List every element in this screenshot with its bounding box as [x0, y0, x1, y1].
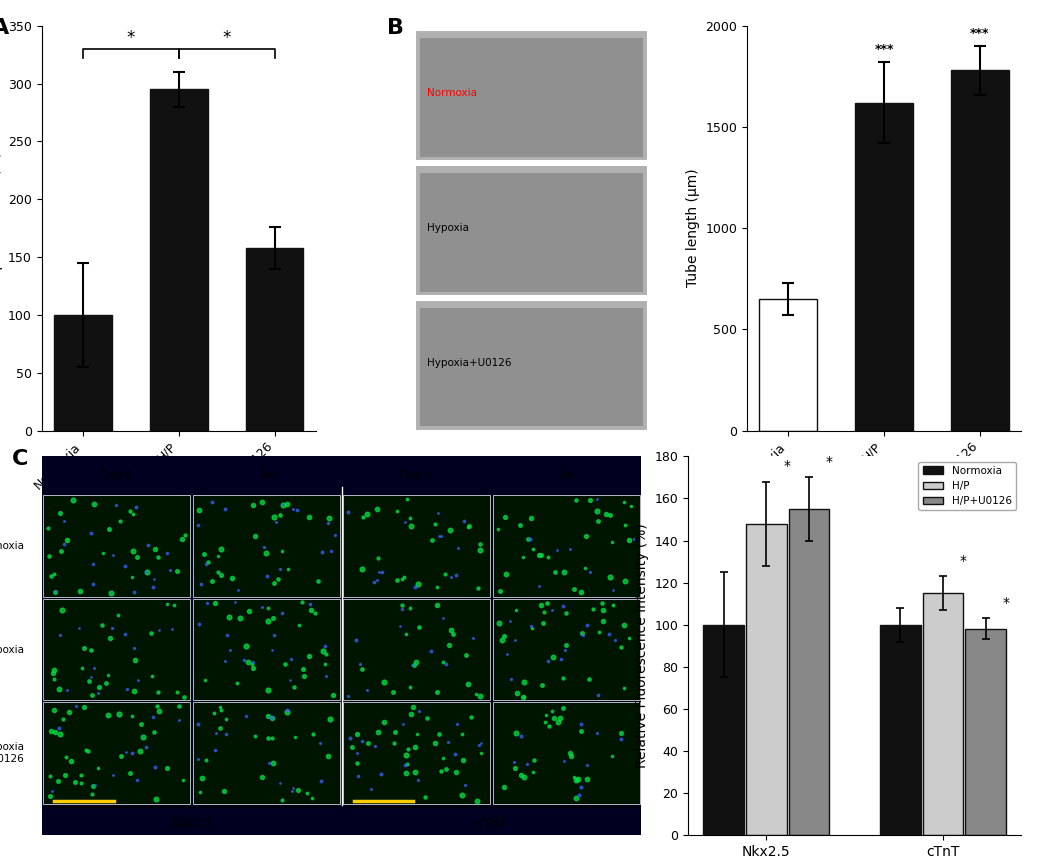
Text: *: *	[127, 28, 135, 46]
Bar	[703, 625, 744, 835]
Bar	[855, 102, 913, 430]
Bar	[415, 164, 648, 295]
Bar	[760, 299, 817, 430]
Text: 2w: 2w	[559, 470, 574, 480]
Bar	[493, 495, 640, 597]
Text: *: *	[826, 455, 833, 469]
Bar	[194, 495, 340, 597]
Bar	[44, 599, 190, 700]
Text: Day 0: Day 0	[400, 470, 432, 480]
Text: Hypoxia: Hypoxia	[0, 645, 24, 654]
Bar	[415, 300, 648, 430]
Text: Hypoxia
+ U0126: Hypoxia + U0126	[0, 742, 24, 764]
Y-axis label: c-kit positive cells (%): c-kit positive cells (%)	[0, 152, 2, 305]
Text: *: *	[784, 459, 790, 474]
Bar	[922, 593, 963, 835]
Bar	[789, 509, 829, 835]
Bar	[420, 173, 643, 292]
Bar	[951, 71, 1009, 430]
Text: A: A	[0, 18, 9, 38]
Text: *: *	[960, 554, 967, 568]
Bar	[879, 625, 920, 835]
Bar	[493, 599, 640, 700]
Bar	[343, 703, 490, 803]
Y-axis label: Relative Fluorescence Intensity (%): Relative Fluorescence Intensity (%)	[635, 523, 649, 768]
Text: B: B	[387, 18, 404, 38]
Bar	[150, 90, 207, 430]
Bar	[343, 599, 490, 700]
Bar	[44, 495, 190, 597]
Bar	[54, 315, 111, 430]
Bar	[746, 523, 787, 835]
Text: ***: ***	[874, 43, 894, 56]
Text: Normoxia: Normoxia	[0, 541, 24, 551]
Text: Normoxia: Normoxia	[426, 89, 476, 98]
Text: 2w: 2w	[258, 470, 275, 480]
Bar	[44, 703, 190, 803]
Bar	[420, 307, 643, 426]
Text: Day 0: Day 0	[100, 470, 133, 480]
Text: C: C	[11, 449, 28, 468]
Bar	[420, 38, 643, 157]
Bar	[246, 248, 303, 430]
Bar	[493, 703, 640, 803]
Text: ***: ***	[970, 27, 990, 40]
Bar	[194, 703, 340, 803]
Text: Hypoxia+U0126: Hypoxia+U0126	[426, 358, 511, 368]
Bar	[343, 495, 490, 597]
Bar	[194, 599, 340, 700]
Text: *: *	[223, 28, 231, 46]
Text: Nkx2.5: Nkx2.5	[170, 817, 214, 830]
Text: *: *	[1002, 596, 1010, 610]
Bar	[965, 629, 1006, 835]
Bar	[415, 30, 648, 161]
Text: cTnT: cTnT	[476, 817, 506, 830]
Text: Hypoxia: Hypoxia	[426, 223, 469, 233]
Y-axis label: Tube length (μm): Tube length (μm)	[686, 169, 700, 288]
Legend: Normoxia, H/P, H/P+U0126: Normoxia, H/P, H/P+U0126	[918, 461, 1016, 511]
